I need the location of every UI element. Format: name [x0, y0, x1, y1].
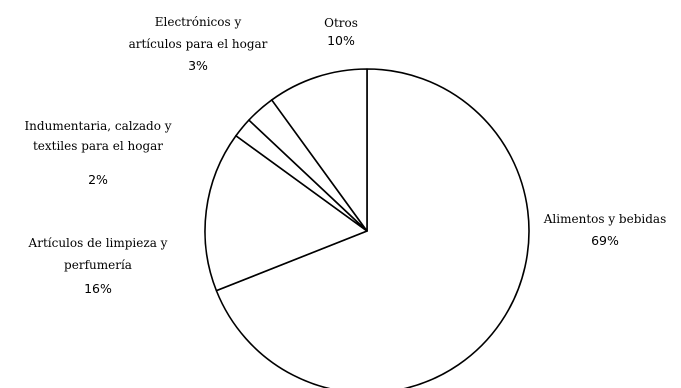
pie-slice-4	[270, 68, 368, 232]
slice-label-2-line-1: textiles para el hogar	[33, 139, 163, 153]
slice-value-label-0: 69%	[591, 233, 619, 248]
slice-label-3-line-0: Electrónicos y	[155, 15, 242, 29]
slice-label-1-line-1: perfumería	[64, 258, 132, 272]
pie-slices	[204, 68, 530, 388]
pie-labels: Alimentos y bebidas 69% Artículos de limpi…	[24, 15, 666, 296]
slice-label-group-3: Electrónicos y artículos para el hogar 3%	[129, 15, 268, 73]
slice-label-group-0: Alimentos y bebidas 69%	[543, 212, 666, 248]
slice-label-3-line-1: artículos para el hogar	[129, 37, 268, 51]
slice-label-2-line-0: Indumentaria, calzado y	[24, 119, 171, 133]
slice-label-group-2: Indumentaria, calzado y textiles para el …	[24, 119, 171, 187]
slice-label-group-4: Otros 10%	[324, 16, 358, 48]
slice-value-label-4: 10%	[327, 33, 355, 48]
slice-value-label-2: 2%	[88, 172, 108, 187]
slice-label-group-1: Artículos de limpieza y perfumería 16%	[28, 236, 168, 296]
slice-label-1-line-0: Artículos de limpieza y	[28, 236, 168, 250]
pie-slice-0	[215, 68, 530, 388]
slice-value-label-1: 16%	[84, 281, 112, 296]
pie-slice-1	[204, 134, 368, 292]
slice-label-0-line-0: Alimentos y bebidas	[543, 212, 666, 226]
slice-value-label-3: 3%	[188, 58, 208, 73]
slice-label-4-line-0: Otros	[324, 16, 358, 30]
